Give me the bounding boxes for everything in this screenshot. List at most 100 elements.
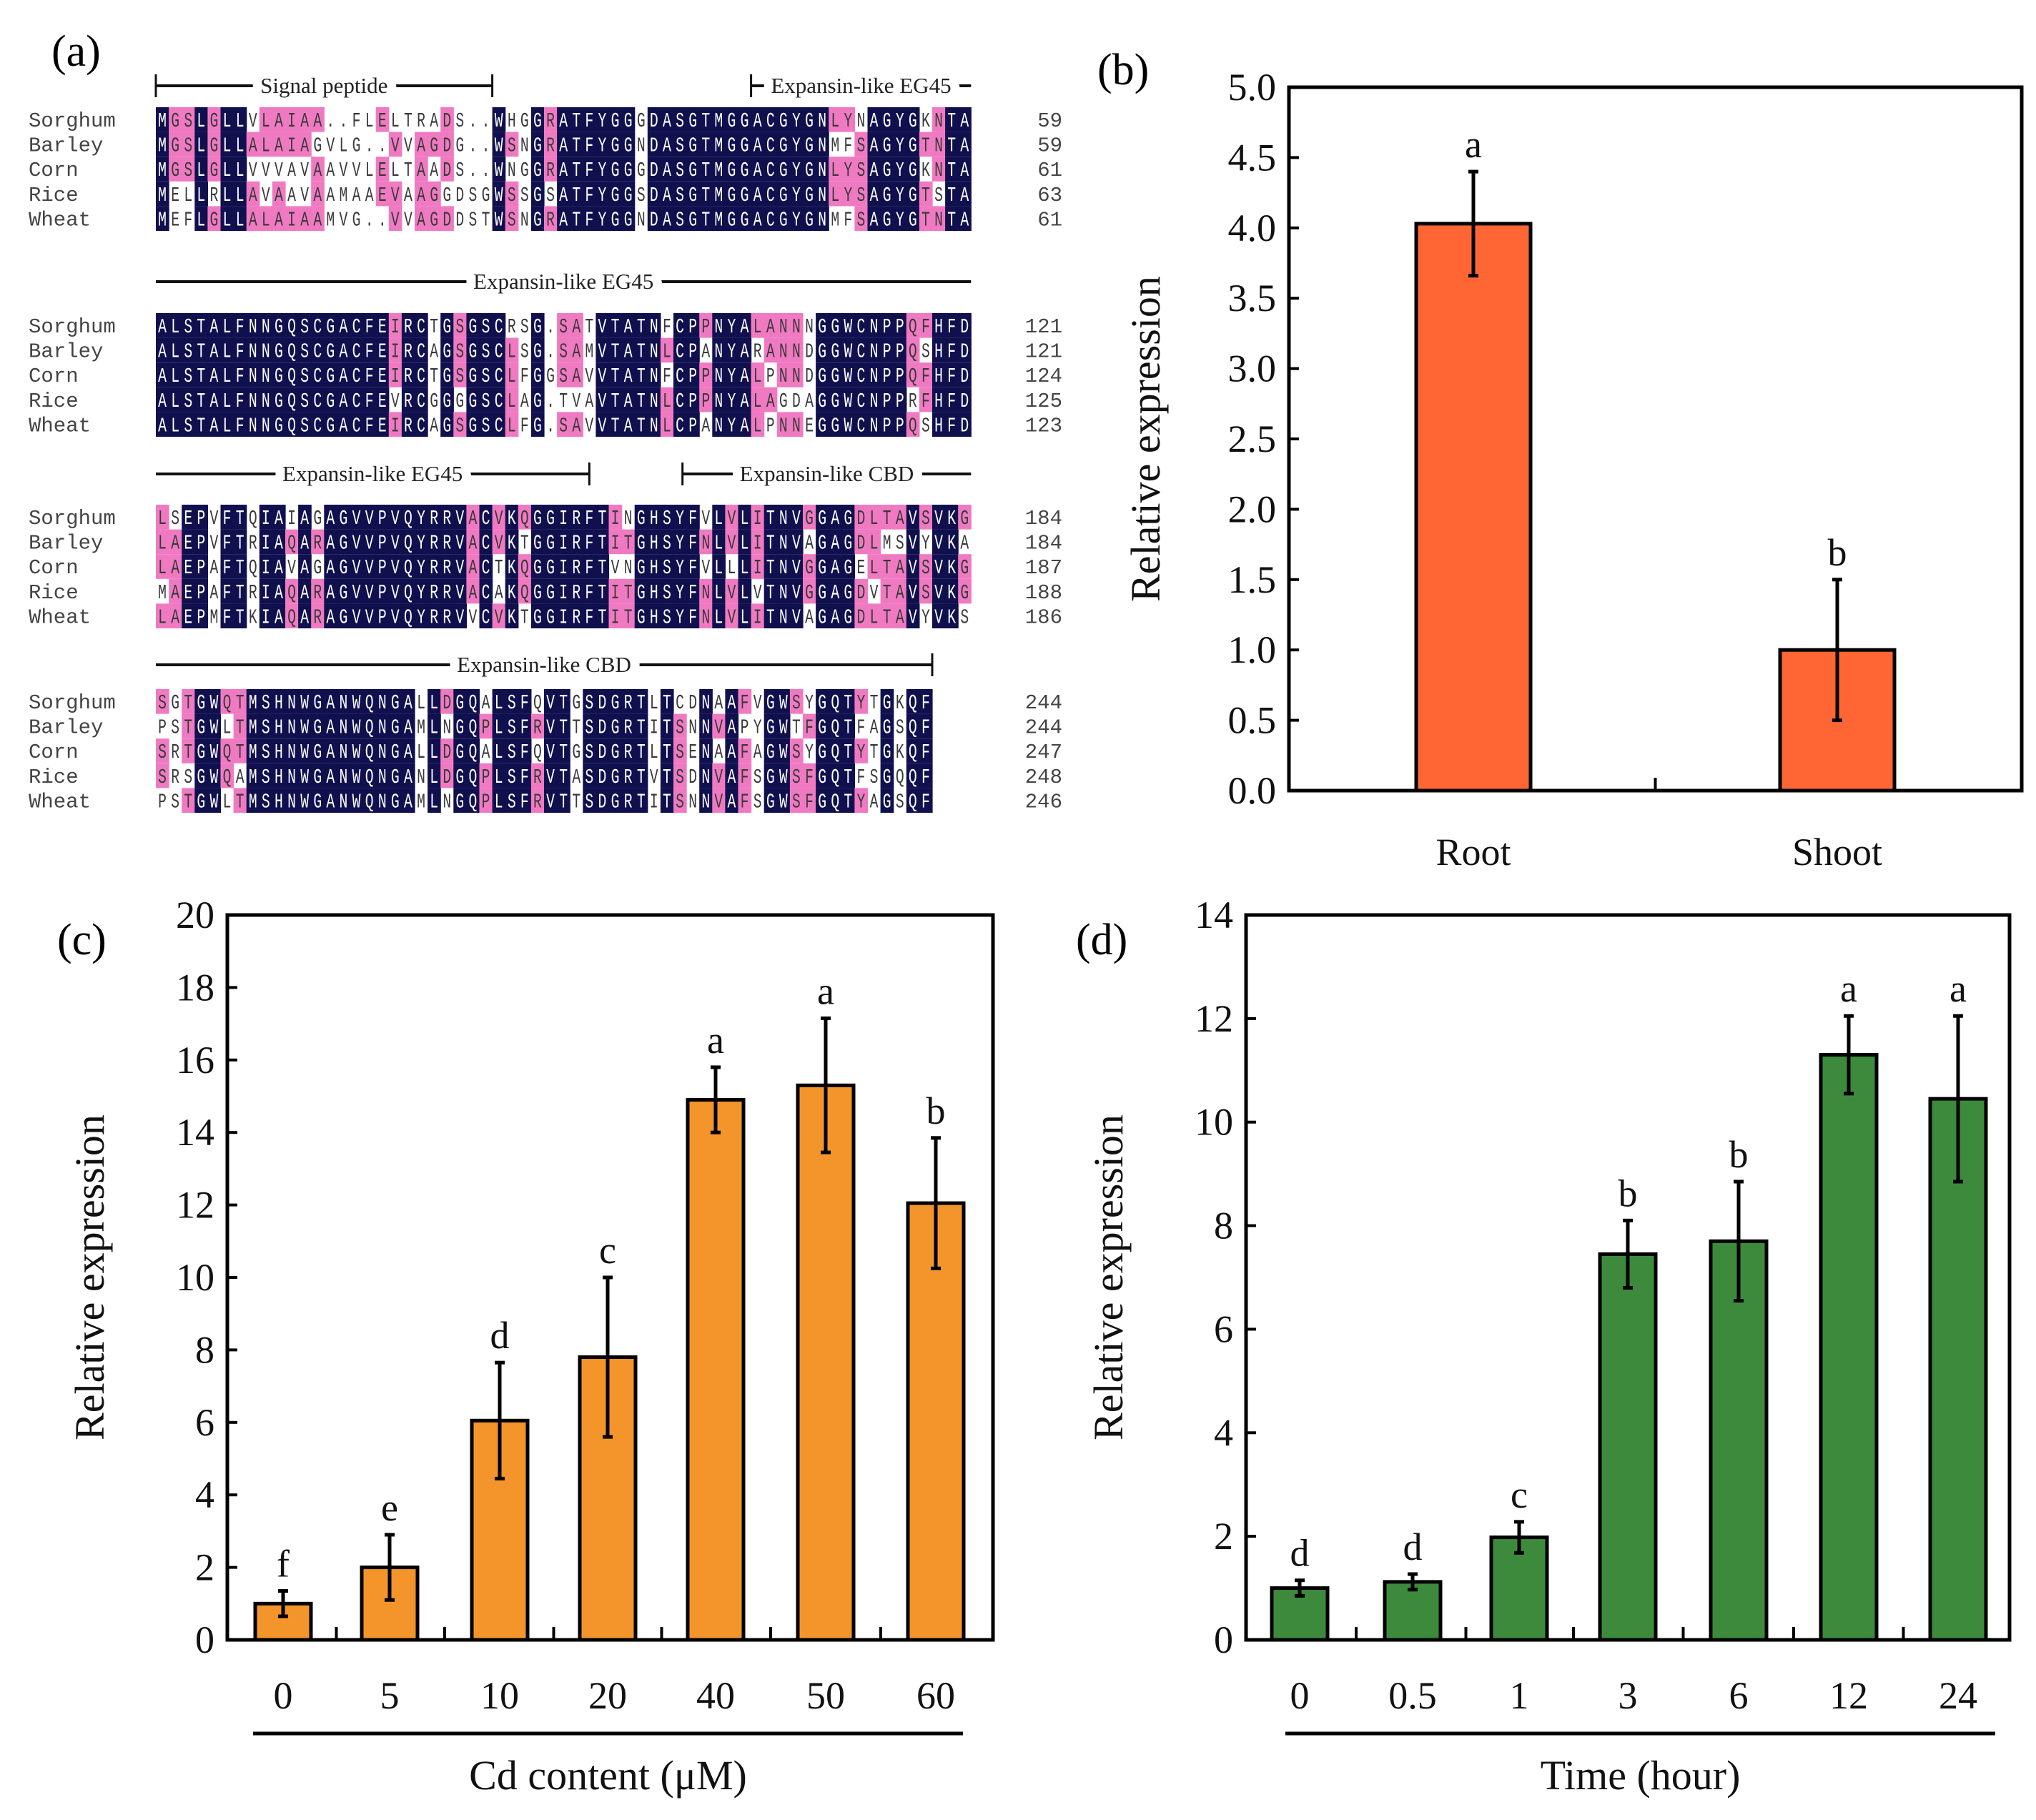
species-name: Sorghum xyxy=(29,691,116,715)
similar-residue-cell xyxy=(505,337,519,363)
residue: A xyxy=(430,159,438,183)
residue: N xyxy=(714,415,723,438)
residue: T xyxy=(947,209,956,232)
identical-residue-cell xyxy=(686,132,700,157)
residue: . xyxy=(326,110,335,134)
residue: R xyxy=(171,741,179,765)
significance-letter: a xyxy=(707,1019,724,1062)
residue: Y xyxy=(728,415,736,438)
residue: T xyxy=(766,508,775,531)
residue: A xyxy=(753,159,762,183)
residue: V xyxy=(365,581,374,605)
residue: S xyxy=(792,741,801,765)
residue: C xyxy=(482,508,490,531)
residue: K xyxy=(508,581,516,605)
residue: M xyxy=(714,184,723,207)
residue: V xyxy=(714,716,723,740)
identical-residue-cell xyxy=(156,206,169,231)
identical-residue-cell xyxy=(958,157,972,182)
residue: A xyxy=(430,415,438,438)
residue: Q xyxy=(223,766,232,789)
domain-label: Expansin-like EG45 xyxy=(282,461,463,486)
residue: A xyxy=(896,581,904,605)
residue: G xyxy=(533,365,542,389)
identical-residue-cell xyxy=(530,181,545,207)
residue: F xyxy=(236,340,244,364)
residue: C xyxy=(313,365,322,389)
similar-residue-cell xyxy=(932,132,946,157)
similar-residue-cell xyxy=(246,132,260,157)
residue: G xyxy=(391,741,400,765)
residue: W xyxy=(210,741,219,765)
residue: P xyxy=(688,316,697,340)
identical-residue-cell xyxy=(570,107,583,132)
residue: G xyxy=(391,692,400,716)
identical-residue-cell xyxy=(220,362,234,387)
residue: I xyxy=(287,508,296,531)
residue: L xyxy=(741,557,749,580)
identical-residue-cell xyxy=(182,313,195,338)
identical-residue-cell xyxy=(893,337,907,363)
identical-residue-cell xyxy=(169,387,182,412)
similar-residue-cell xyxy=(207,206,222,231)
similar-residue-cell xyxy=(246,206,260,231)
residue: V xyxy=(792,581,801,605)
residue: G xyxy=(611,209,620,232)
residue: N xyxy=(624,508,633,531)
residue: W xyxy=(300,766,309,789)
identical-residue-cell xyxy=(725,157,739,182)
residue: L xyxy=(714,581,723,605)
identical-residue-cell xyxy=(932,387,946,412)
residue: G xyxy=(197,741,205,765)
identical-residue-cell xyxy=(337,387,351,412)
residue: G xyxy=(326,340,335,364)
similar-residue-cell xyxy=(428,132,441,157)
bar xyxy=(796,1083,856,1642)
residue: V xyxy=(598,390,607,413)
residue: S xyxy=(508,791,516,814)
residue: V xyxy=(391,606,400,630)
residue: T xyxy=(184,716,192,740)
residue: C xyxy=(676,365,684,389)
residue: . xyxy=(546,390,555,413)
residue: C xyxy=(676,390,684,413)
residue: V xyxy=(792,508,801,531)
residue: F xyxy=(741,791,749,814)
residue: Q xyxy=(469,766,478,789)
similar-residue-cell xyxy=(789,337,804,363)
identical-residue-cell xyxy=(233,132,247,157)
residue: A xyxy=(624,316,633,340)
identical-residue-cell xyxy=(738,362,752,387)
residue: G xyxy=(779,184,788,207)
residue: A xyxy=(482,692,490,716)
identical-residue-cell xyxy=(285,337,299,363)
residue: G xyxy=(171,134,179,158)
residue: T xyxy=(883,508,891,531)
residue: I xyxy=(611,532,620,555)
residue: V xyxy=(934,508,943,531)
residue: I xyxy=(611,581,620,605)
residue: Y xyxy=(792,159,801,183)
residue-count: 246 xyxy=(1025,790,1062,813)
residue: R xyxy=(508,316,516,340)
identical-residue-cell xyxy=(751,132,765,157)
residue: G xyxy=(455,692,464,716)
residue: Q xyxy=(287,606,296,630)
residue: G xyxy=(688,184,697,207)
identical-residue-cell xyxy=(583,206,596,231)
identical-residue-cell xyxy=(816,313,829,338)
residue: A xyxy=(741,365,749,389)
residue: M xyxy=(417,716,425,740)
residue: N xyxy=(701,791,710,814)
similar-residue-cell xyxy=(919,206,933,231)
identical-residue-cell xyxy=(479,313,493,338)
residue: A xyxy=(572,766,580,789)
residue: S xyxy=(262,692,270,716)
similar-residue-cell xyxy=(751,362,765,387)
residue: V xyxy=(391,508,400,531)
identical-residue-cell xyxy=(350,313,364,338)
residue: A xyxy=(701,415,710,438)
identical-residue-cell xyxy=(156,181,169,207)
residue: R xyxy=(572,532,580,555)
identical-residue-cell xyxy=(246,387,260,412)
